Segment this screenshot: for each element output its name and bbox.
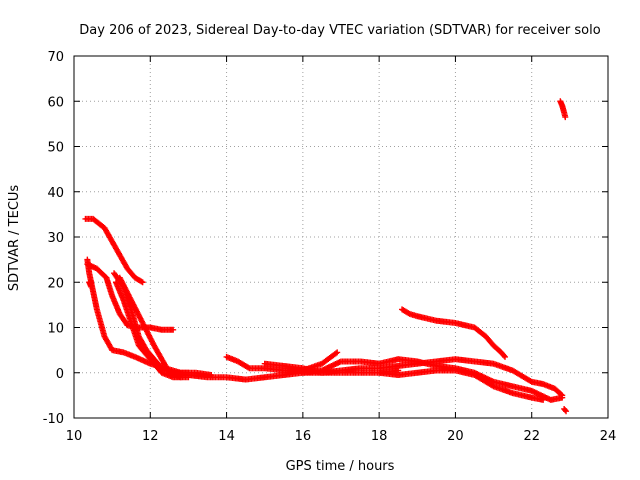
data-point — [88, 283, 95, 290]
y-tick-label: 10 — [47, 322, 64, 337]
tick-layer — [73, 55, 609, 419]
data-point — [138, 278, 145, 285]
y-tick-labels: -10 0 10 20 30 40 50 60 70 — [43, 50, 64, 427]
series-track-1 — [82, 215, 146, 286]
data-point — [245, 364, 252, 371]
data-point — [562, 407, 569, 414]
data-point — [334, 349, 341, 356]
series-track-7 — [86, 279, 95, 290]
chart-title: Day 206 of 2023, Sidereal Day-to-day VTE… — [79, 23, 600, 38]
x-tick-label: 14 — [218, 429, 235, 444]
y-tick-label: 40 — [47, 186, 64, 201]
data-point — [405, 310, 412, 317]
y-tick-label: 20 — [47, 276, 64, 291]
data-point — [501, 352, 508, 359]
x-tick-label: 22 — [523, 429, 540, 444]
x-tick-label: 16 — [295, 429, 312, 444]
series-track-15 — [561, 405, 570, 415]
y-tick-label: 50 — [47, 141, 64, 156]
x-tick-label: 20 — [447, 429, 464, 444]
data-point — [540, 396, 547, 403]
data-points-layer — [82, 98, 570, 415]
x-tick-label: 12 — [142, 429, 159, 444]
y-tick-label: 70 — [47, 50, 64, 65]
series-track-6 — [116, 274, 184, 381]
series-track-13 — [376, 367, 547, 403]
data-point — [502, 353, 509, 360]
series-track-12 — [399, 306, 509, 360]
y-tick-label: -10 — [43, 412, 64, 427]
data-point — [563, 408, 570, 415]
data-point — [170, 326, 177, 333]
series-track-9 — [223, 349, 341, 374]
data-point — [562, 114, 569, 121]
x-axis-label: GPS time / hours — [286, 459, 395, 474]
x-tick-label: 24 — [600, 429, 617, 444]
y-tick-label: 0 — [56, 367, 64, 382]
x-tick-labels: 10 12 14 16 18 20 22 24 — [66, 429, 617, 444]
data-point — [332, 350, 339, 357]
y-tick-label: 60 — [47, 95, 64, 110]
data-point — [139, 279, 146, 286]
y-tick-label: 30 — [47, 231, 64, 246]
x-tick-label: 18 — [371, 429, 388, 444]
series-track-14 — [557, 98, 569, 121]
data-point — [559, 394, 566, 401]
y-axis-label: SDTVAR / TECUs — [7, 185, 22, 292]
x-tick-label: 10 — [66, 429, 83, 444]
